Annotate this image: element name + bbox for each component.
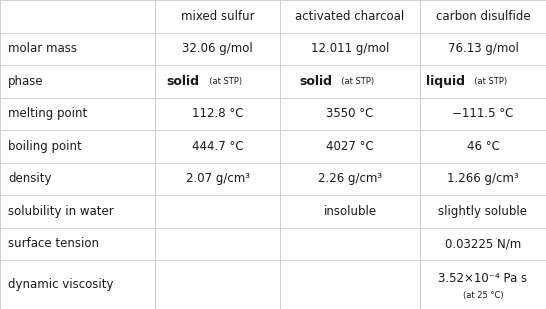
Text: solubility in water: solubility in water (8, 205, 114, 218)
Text: 2.26 g/cm³: 2.26 g/cm³ (318, 172, 382, 185)
Text: phase: phase (8, 75, 44, 88)
Text: 112.8 °C: 112.8 °C (192, 107, 244, 120)
Text: solid: solid (299, 75, 332, 88)
Text: (at 25 °C): (at 25 °C) (462, 291, 503, 300)
Text: 2.07 g/cm³: 2.07 g/cm³ (186, 172, 250, 185)
Text: melting point: melting point (8, 107, 87, 120)
Text: (at STP): (at STP) (204, 77, 242, 86)
Text: (at STP): (at STP) (336, 77, 374, 86)
Text: (at STP): (at STP) (469, 77, 507, 86)
Text: 32.06 g/mol: 32.06 g/mol (182, 42, 253, 55)
Text: 3550 °C: 3550 °C (327, 107, 373, 120)
Text: liquid: liquid (426, 75, 465, 88)
Text: 1.266 g/cm³: 1.266 g/cm³ (447, 172, 519, 185)
Text: carbon disulfide: carbon disulfide (436, 10, 530, 23)
Text: 12.011 g/mol: 12.011 g/mol (311, 42, 389, 55)
Text: 46 °C: 46 °C (467, 140, 500, 153)
Text: molar mass: molar mass (8, 42, 77, 55)
Text: 3.52×10⁻⁴ Pa s: 3.52×10⁻⁴ Pa s (438, 272, 527, 285)
Text: activated charcoal: activated charcoal (295, 10, 405, 23)
Text: 0.03225 N/m: 0.03225 N/m (445, 237, 521, 251)
Text: boiling point: boiling point (8, 140, 82, 153)
Text: dynamic viscosity: dynamic viscosity (8, 278, 114, 291)
Text: 444.7 °C: 444.7 °C (192, 140, 244, 153)
Text: surface tension: surface tension (8, 237, 99, 251)
Text: −111.5 °C: −111.5 °C (452, 107, 514, 120)
Text: mixed sulfur: mixed sulfur (181, 10, 254, 23)
Text: 76.13 g/mol: 76.13 g/mol (448, 42, 519, 55)
Text: 4027 °C: 4027 °C (326, 140, 374, 153)
Text: solid: solid (167, 75, 199, 88)
Text: slightly soluble: slightly soluble (438, 205, 527, 218)
Text: density: density (8, 172, 51, 185)
Text: insoluble: insoluble (323, 205, 377, 218)
